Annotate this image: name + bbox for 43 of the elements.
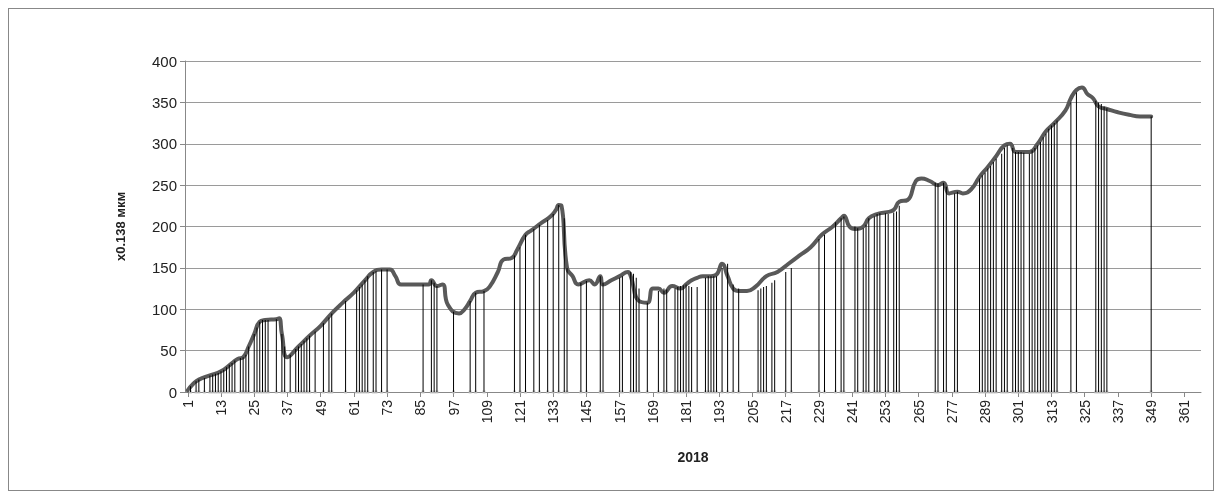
- y-tick-label: 50: [160, 342, 177, 360]
- y-tick-label: 150: [151, 259, 177, 277]
- y-tick-label: 100: [151, 300, 177, 318]
- x-tick-label: 361: [1176, 399, 1193, 424]
- x-tick-label: 277: [943, 399, 960, 424]
- x-tick-label: 157: [611, 399, 628, 424]
- x-tick-label: 97: [445, 399, 462, 416]
- x-tick-label: 121: [511, 399, 528, 424]
- x-tick-label: 13: [212, 399, 229, 416]
- y-tick-label: 0: [168, 383, 177, 401]
- x-tick-label: 241: [844, 399, 861, 424]
- x-tick-label: 73: [379, 399, 396, 416]
- x-axis-title: 2018: [677, 449, 709, 465]
- y-axis-title: x0.138 мкм: [113, 191, 128, 262]
- x-tick-label: 301: [1010, 399, 1027, 424]
- x-tick-label: 145: [578, 399, 595, 424]
- x-tick-label: 85: [412, 399, 429, 416]
- x-tick-label: 253: [877, 399, 894, 424]
- x-tick-label: 229: [810, 399, 827, 424]
- x-tick-label: 181: [678, 399, 695, 424]
- x-tick-label: 169: [644, 399, 661, 424]
- x-tick-label: 325: [1076, 399, 1093, 424]
- y-tick-label: 400: [151, 52, 177, 70]
- x-tick-label: 25: [246, 399, 263, 416]
- x-tick-label: 109: [478, 399, 495, 424]
- x-tick-label: 193: [711, 399, 728, 424]
- x-tick-label: 205: [744, 399, 761, 424]
- x-tick-label: 217: [777, 399, 794, 424]
- y-tick-label: 200: [151, 218, 177, 235]
- x-tick-label: 37: [279, 399, 296, 416]
- x-tick-label: 1: [179, 399, 196, 408]
- x-tick-label: 49: [312, 399, 329, 416]
- x-tick-label: 349: [1143, 399, 1160, 424]
- x-tick-label: 265: [910, 399, 927, 424]
- x-tick-label: 133: [545, 399, 562, 424]
- y-tick-label: 350: [151, 93, 177, 111]
- x-tick-label: 337: [1109, 399, 1126, 424]
- y-tick-label: 300: [151, 135, 177, 153]
- x-tick-label: 61: [345, 399, 362, 416]
- x-tick-label: 289: [977, 399, 994, 424]
- line-series: [185, 85, 1154, 393]
- x-tick-label: 313: [1043, 399, 1060, 424]
- y-tick-label: 250: [151, 176, 177, 194]
